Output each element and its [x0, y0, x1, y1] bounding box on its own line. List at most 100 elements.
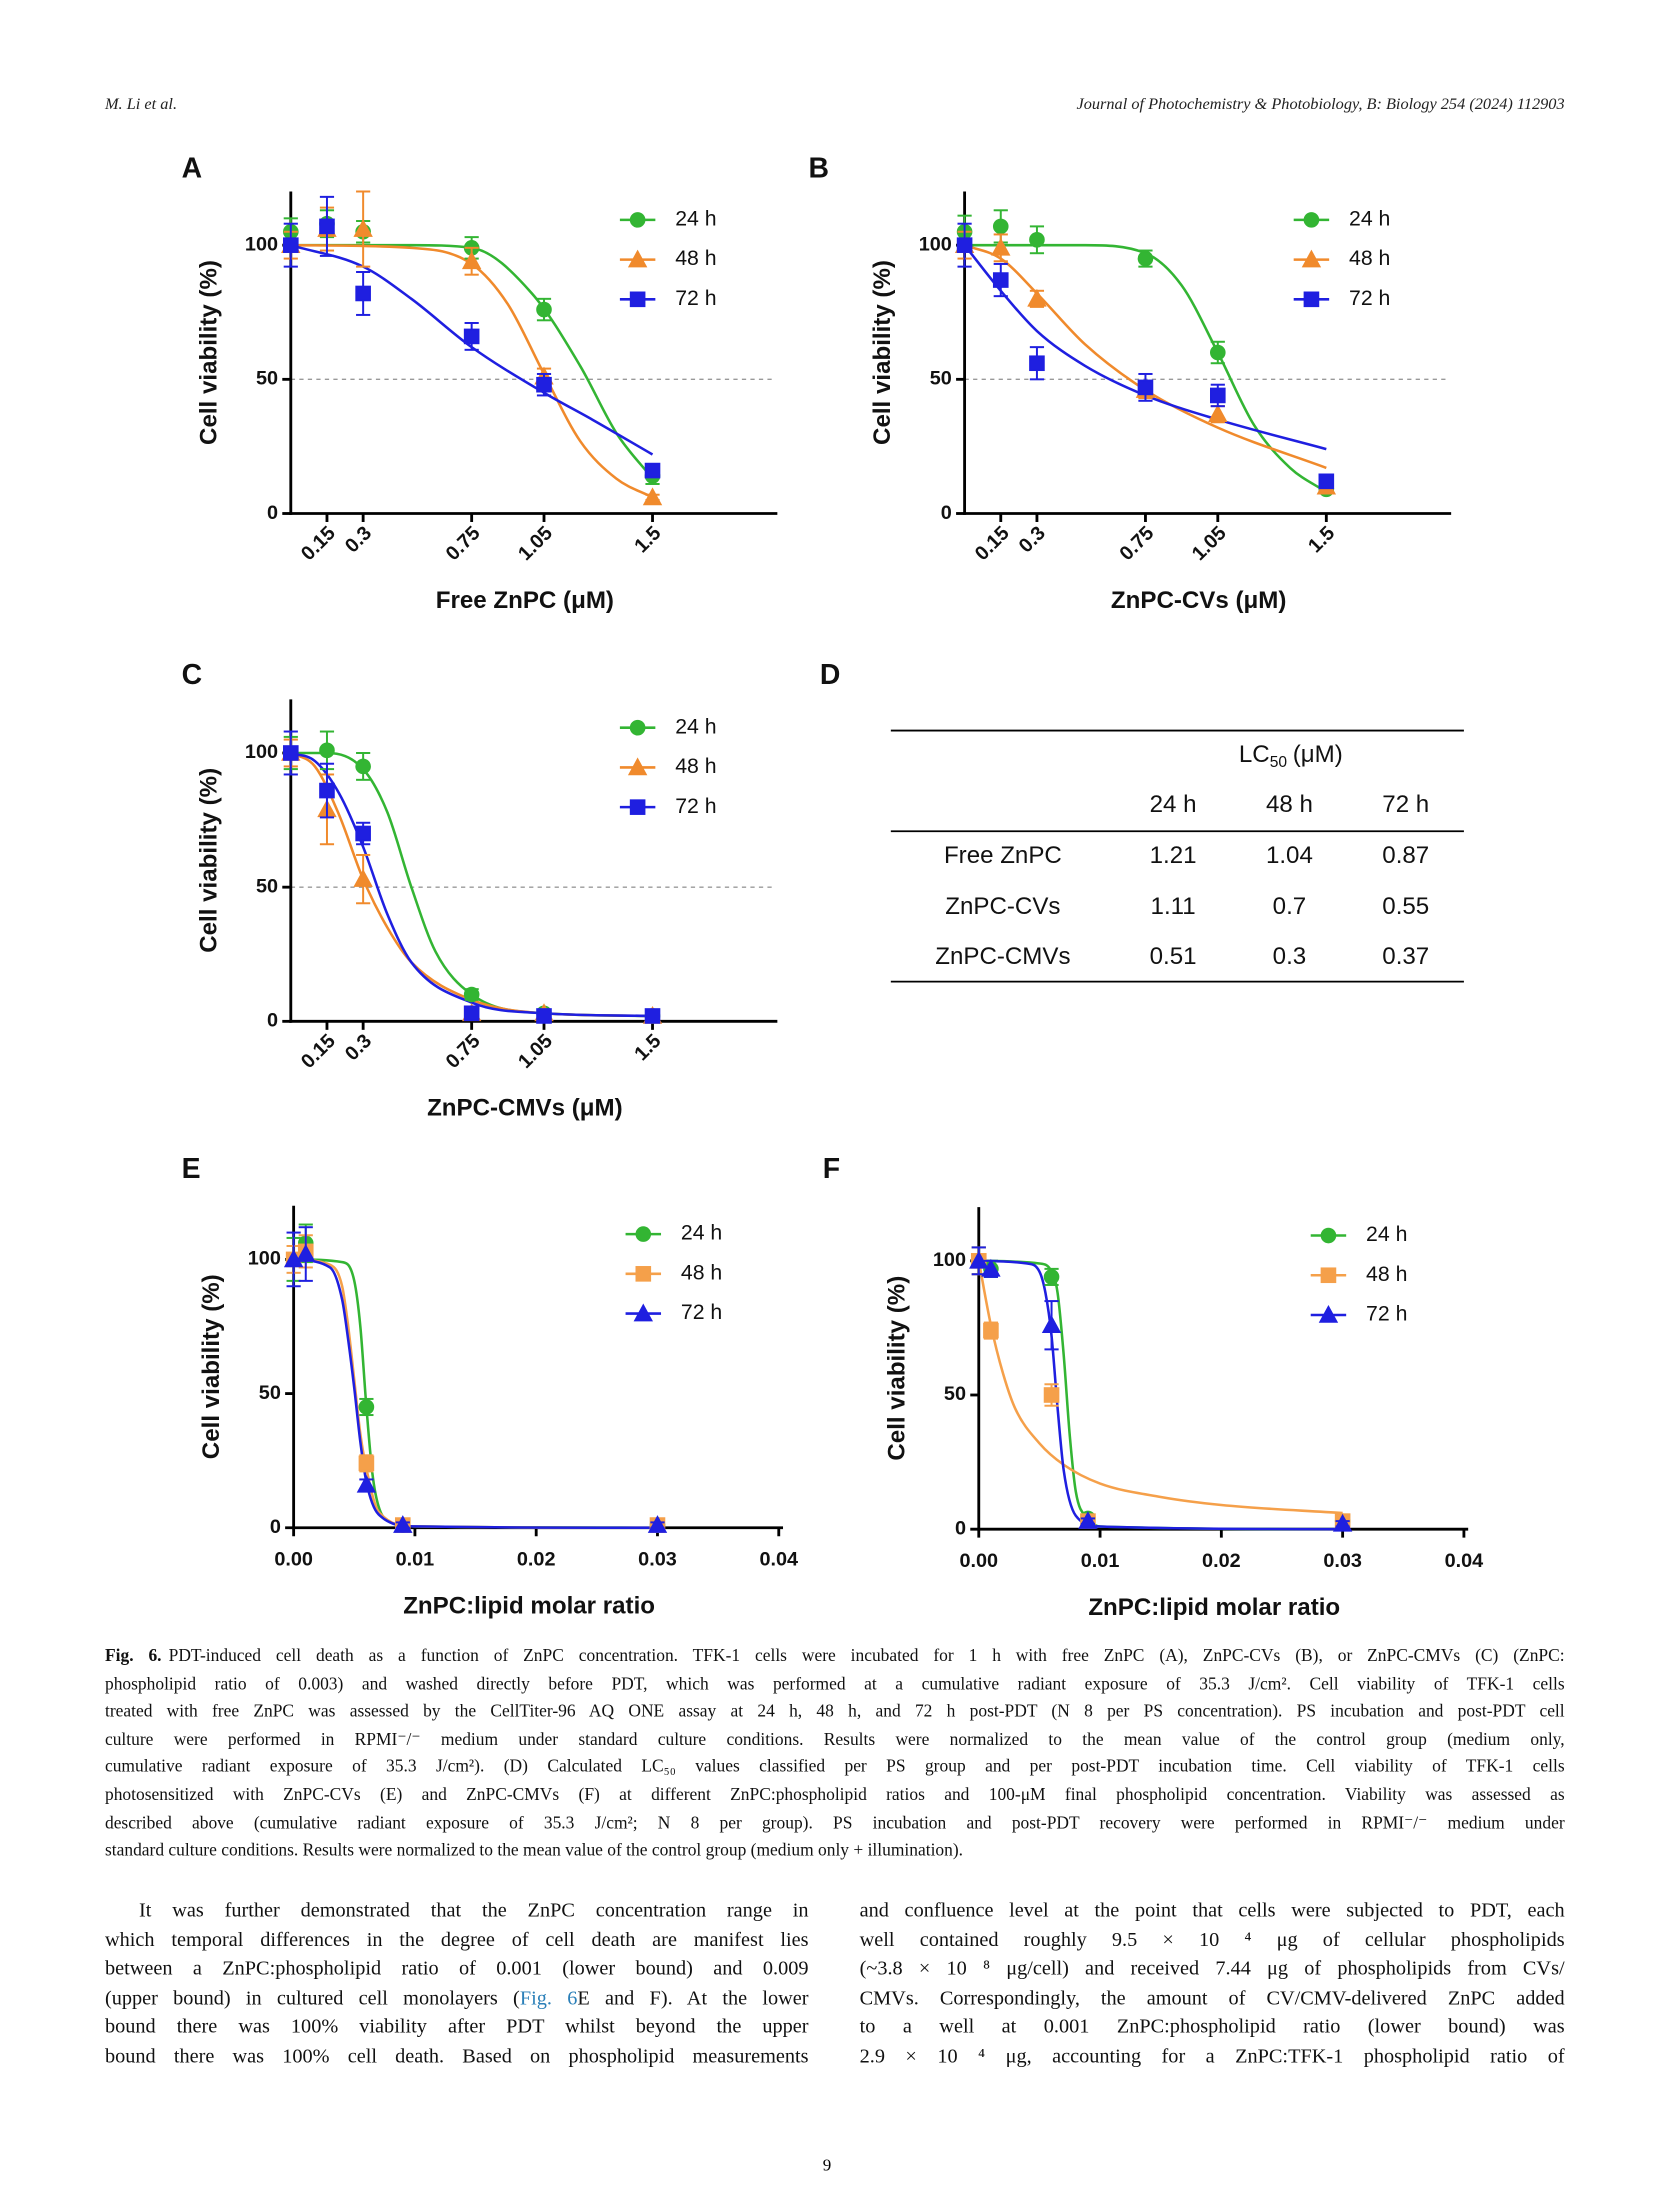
legend-marker [1320, 1267, 1337, 1284]
data-point [355, 758, 371, 775]
y-tick-label: 100 [245, 741, 278, 763]
data-point [319, 742, 335, 759]
x-tick-label: 0.15 [971, 522, 1014, 565]
legend-label: 72 h [681, 1300, 722, 1324]
caption-line: photosensitized with ZnPC-CVs (E) and Zn… [105, 1782, 1565, 1810]
cell: 0.7 [1273, 893, 1307, 920]
data-point [956, 237, 973, 253]
panel-label: C [182, 659, 202, 691]
x-tick-label: 0.04 [759, 1549, 798, 1571]
legend-label: 72 h [675, 794, 716, 818]
caption-text: photosensitized with ZnPC-CVs (E) and Zn… [104, 1784, 1565, 1805]
legend-label: 72 h [675, 286, 716, 310]
caption-text: culture were performed in RPMI⁻/⁻ medium… [104, 1728, 1565, 1749]
x-tick-label: 1.5 [630, 522, 665, 557]
data-point [536, 1008, 552, 1024]
fit-curve [977, 1260, 1343, 1515]
data-point [981, 1258, 1001, 1277]
x-axis-title: ZnPC-CMVs (μM) [427, 1095, 623, 1122]
caption-text: treated with free ZnPC was assessed by t… [104, 1701, 1565, 1721]
column-header: 24 h [1150, 791, 1197, 818]
data-point [1208, 404, 1228, 423]
text-run: E and F). At the lower [577, 1986, 809, 2010]
data-point [355, 825, 371, 842]
x-axis-title: ZnPC:lipid molar ratio [1088, 1594, 1340, 1621]
text-line: (~3.8 × 10 ⁸ μg/cell) and received 7.44 … [860, 1955, 1565, 1984]
data-point [319, 218, 335, 235]
y-tick-label: 50 [930, 368, 952, 390]
data-point [296, 1244, 316, 1262]
data-point [644, 1008, 661, 1024]
data-point [642, 487, 663, 506]
legend-marker [629, 291, 646, 308]
data-point [461, 251, 482, 270]
cell: 0.55 [1382, 893, 1429, 920]
data-point [1027, 288, 1047, 307]
fit-curve [293, 1258, 658, 1530]
x-tick-label: 0.3 [1015, 522, 1050, 557]
y-tick-label: 0 [270, 1516, 281, 1538]
y-tick-label: 0 [267, 502, 278, 524]
row-label: ZnPC-CVs [945, 893, 1060, 920]
data-point [1209, 387, 1226, 404]
x-tick-label: 0.01 [396, 1549, 435, 1571]
data-point [358, 1455, 375, 1472]
panel-label: A [182, 153, 202, 185]
data-point [536, 301, 552, 318]
fit-curve [290, 751, 653, 1018]
cell: 1.21 [1150, 842, 1197, 869]
text-line: bound there was 100% viability after PDT… [105, 2013, 809, 2042]
caption-text: standard culture conditions. Results wer… [104, 1840, 964, 1860]
fit-curve [290, 751, 653, 1018]
legend-marker [1301, 249, 1322, 268]
caption-line: Fig. 6. PDT-induced cell death as a funct… [105, 1643, 1565, 1671]
data-point [1318, 473, 1335, 490]
x-tick-label: 0.3 [341, 1030, 376, 1065]
text-line: CMVs. Correspondingly, the amount of CV/… [860, 1984, 1565, 2013]
column-header: 48 h [1266, 791, 1313, 818]
data-point [991, 237, 1011, 256]
panel-label: B [809, 153, 829, 185]
legend-marker [629, 799, 646, 815]
y-tick-label: 0 [941, 502, 952, 524]
x-tick-label: 0.03 [638, 1549, 677, 1571]
x-tick-label: 0.02 [1202, 1550, 1241, 1572]
caption-line: phospholipid ratio of 0.003) and washed … [105, 1670, 1565, 1698]
text-line: (upper bound) in cultured cell monolayer… [105, 1984, 809, 2013]
fit-curve [964, 243, 1328, 494]
x-tick-label: 1.05 [1188, 522, 1231, 565]
data-point [969, 1250, 989, 1269]
caption-text: phospholipid ratio of 0.003) and washed … [104, 1673, 1565, 1694]
running-journal: Journal of Photochemistry & Photobiology… [1076, 96, 1565, 114]
page-number: 9 [822, 2154, 832, 2175]
legend-label: 72 h [1349, 286, 1390, 310]
fit-curve [978, 1259, 1343, 1531]
text-line: 2.9 × 10 ⁴ μg, accounting for a ZnPC:TFK… [860, 2042, 1565, 2071]
text-run: 2.9 × 10 ⁴ μg, accounting for a ZnPC:TFK… [859, 2044, 1565, 2068]
caption-line: culture were performed in RPMI⁻/⁻ medium… [105, 1726, 1565, 1754]
panel-label: E [182, 1153, 201, 1185]
header-subscript: 50 [1270, 754, 1288, 771]
fit-curve [978, 1259, 1343, 1531]
data-point [463, 1005, 480, 1022]
data-point [356, 1474, 377, 1493]
fit-curve [293, 1258, 658, 1530]
header-unit: (μM) [1293, 741, 1343, 768]
panel-label: D [820, 659, 840, 691]
data-point [353, 869, 373, 887]
figure-link[interactable]: Fig. 6 [519, 1986, 578, 2010]
data-point [1332, 1513, 1353, 1532]
data-point [1137, 379, 1154, 396]
data-point [358, 1399, 375, 1415]
legend-marker [1303, 212, 1320, 228]
text-run: (~3.8 × 10 ⁸ μg/cell) and received 7.44 … [859, 1957, 1565, 1981]
data-point [463, 328, 480, 345]
y-tick-label: 100 [933, 1249, 966, 1271]
data-point [282, 237, 299, 253]
legend-label: 48 h [675, 754, 716, 778]
x-tick-label: 0.02 [517, 1549, 556, 1571]
data-point [1043, 1269, 1060, 1285]
x-tick-label: 1.5 [1304, 522, 1339, 557]
caption-text: PDT-induced cell death as a function of … [168, 1645, 1565, 1666]
